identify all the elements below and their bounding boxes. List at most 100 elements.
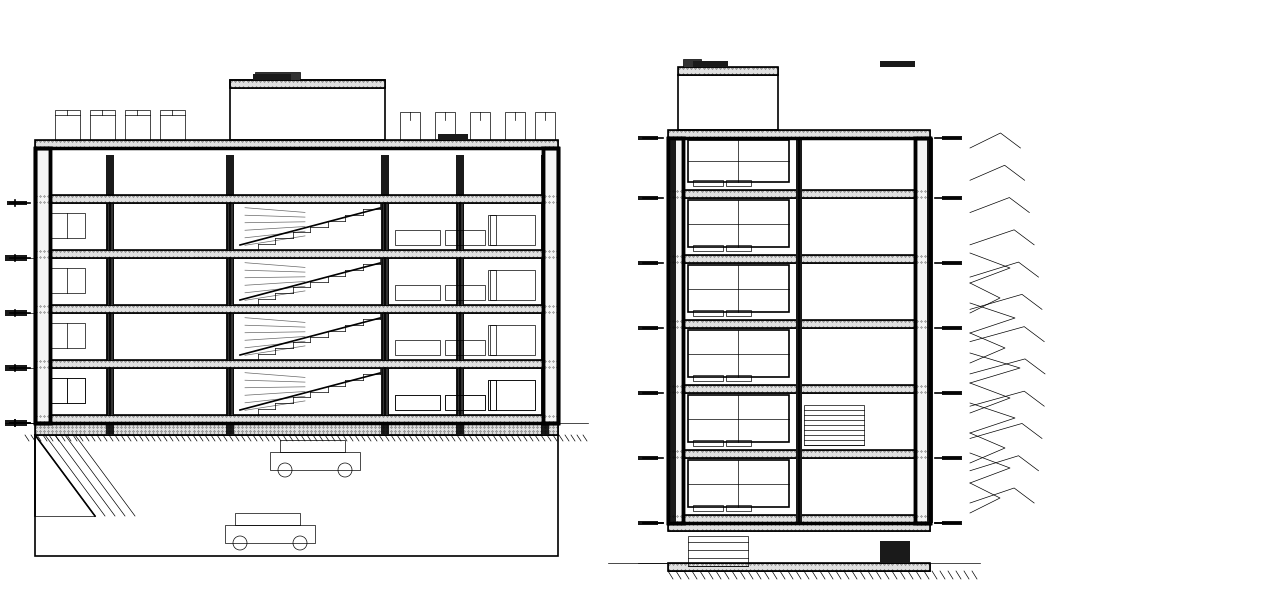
Bar — [35, 305, 558, 313]
Bar — [638, 261, 658, 265]
Bar — [726, 180, 751, 186]
Bar — [726, 245, 751, 251]
Bar — [455, 155, 464, 435]
Bar — [253, 74, 291, 80]
Bar — [230, 80, 385, 88]
Bar — [35, 148, 558, 423]
Bar — [693, 375, 724, 381]
Bar — [668, 130, 930, 138]
Bar — [915, 138, 930, 523]
Bar — [942, 136, 962, 140]
Bar — [677, 67, 777, 75]
Bar — [543, 148, 558, 423]
Bar — [438, 134, 468, 140]
Bar — [668, 130, 930, 138]
Bar — [668, 515, 930, 523]
Bar — [490, 380, 535, 410]
Bar — [445, 340, 485, 355]
Bar — [488, 325, 497, 355]
Bar — [668, 523, 930, 531]
Bar — [668, 450, 930, 458]
Bar — [35, 305, 558, 313]
Bar — [668, 450, 930, 458]
Bar — [668, 523, 930, 531]
Bar — [35, 250, 558, 258]
Bar — [5, 310, 27, 316]
Bar — [395, 230, 440, 245]
Bar — [35, 360, 558, 368]
Bar — [942, 196, 962, 200]
Bar — [543, 148, 558, 423]
Bar — [395, 395, 440, 410]
Bar — [35, 148, 50, 423]
Bar — [488, 380, 497, 410]
Bar — [227, 258, 234, 305]
Bar — [693, 61, 727, 67]
Bar — [227, 368, 234, 415]
Bar — [90, 110, 115, 140]
Bar — [490, 380, 535, 410]
Bar — [225, 525, 316, 543]
Bar — [668, 320, 930, 328]
Bar — [35, 423, 558, 435]
Bar — [880, 541, 910, 563]
Bar — [6, 421, 27, 425]
Bar — [124, 110, 150, 140]
Bar — [942, 261, 962, 265]
Bar — [688, 460, 789, 507]
Bar — [269, 452, 361, 470]
Bar — [227, 313, 234, 360]
Bar — [106, 368, 113, 415]
Bar — [942, 391, 962, 395]
Bar — [638, 326, 658, 330]
Bar — [395, 340, 440, 355]
Bar — [490, 325, 535, 355]
Bar — [726, 440, 751, 446]
Bar — [688, 140, 789, 182]
Bar — [668, 563, 930, 571]
Bar — [280, 440, 345, 452]
Bar — [535, 112, 556, 140]
Bar — [5, 420, 27, 426]
Bar — [726, 375, 751, 381]
Bar — [638, 456, 658, 460]
Bar — [382, 368, 387, 415]
Bar — [382, 203, 387, 250]
Bar — [688, 536, 748, 566]
Bar — [668, 255, 930, 263]
Bar — [668, 138, 683, 523]
Bar — [395, 285, 440, 300]
Bar — [5, 365, 27, 371]
Bar — [50, 378, 85, 403]
Bar — [35, 140, 558, 148]
Bar — [488, 215, 497, 245]
Bar — [488, 380, 497, 410]
Bar — [35, 423, 558, 435]
Bar — [726, 505, 751, 511]
Bar — [942, 326, 962, 330]
Bar — [255, 72, 300, 80]
Bar — [445, 395, 485, 410]
Bar — [670, 138, 676, 523]
Bar — [541, 155, 549, 435]
Bar — [6, 256, 27, 260]
Bar — [35, 415, 558, 423]
Bar — [50, 213, 85, 238]
Bar — [55, 110, 80, 140]
Bar — [470, 112, 490, 140]
Bar — [668, 563, 930, 571]
Bar — [160, 110, 185, 140]
Bar — [50, 378, 85, 403]
Bar — [915, 138, 930, 523]
Bar — [230, 80, 385, 140]
Bar — [688, 200, 789, 247]
Bar — [400, 112, 420, 140]
Bar — [106, 155, 114, 435]
Bar — [381, 155, 389, 435]
Bar — [435, 112, 455, 140]
Bar — [445, 395, 485, 410]
Bar — [506, 112, 525, 140]
Bar — [928, 138, 933, 523]
Bar — [6, 311, 27, 315]
Bar — [688, 395, 789, 442]
